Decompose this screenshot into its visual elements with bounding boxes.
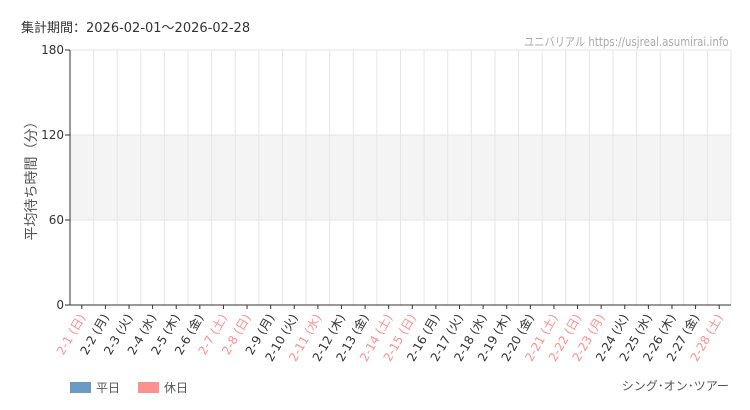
y-tick-label: 120	[41, 128, 64, 142]
legend-swatch	[138, 382, 160, 393]
y-tick-label: 60	[49, 213, 64, 227]
site-credit: ユニバリアル https://usjreal.asumirai.info	[524, 35, 729, 49]
y-axis-label: 平均待ち時間（分）	[24, 115, 40, 241]
legend-label: 休日	[164, 381, 189, 395]
legend-label: 平日	[96, 381, 121, 395]
attraction-name: シング･オン･ツアー	[621, 379, 729, 393]
legend: 平日 休日	[70, 379, 188, 396]
period-label: 集計期間：2026-02-01～2026-02-28	[21, 21, 251, 36]
legend-holiday: 休日	[138, 379, 188, 396]
y-tick-label: 180	[41, 43, 64, 57]
y-tick-label: 0	[56, 298, 64, 312]
legend-swatch	[70, 382, 91, 393]
legend-weekday: 平日	[70, 379, 120, 396]
